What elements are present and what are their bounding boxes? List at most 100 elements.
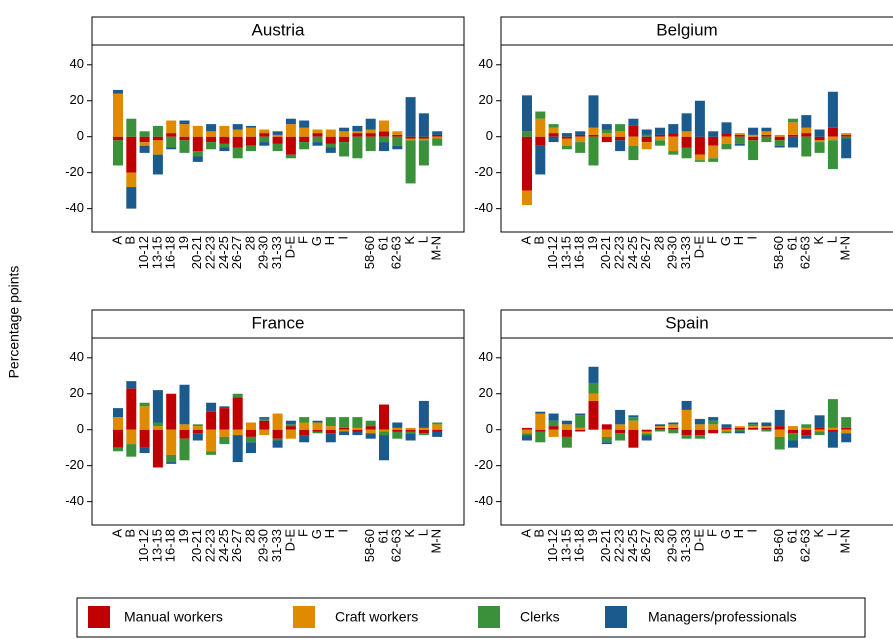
x-tick-label: 31-33 xyxy=(269,236,284,269)
bar-segment xyxy=(535,413,546,430)
bar-segment xyxy=(734,429,745,432)
bar-segment xyxy=(152,136,163,141)
bar-segment xyxy=(152,429,163,468)
bar-segment xyxy=(641,429,652,432)
bar-segment xyxy=(325,136,336,144)
bar-segment xyxy=(325,129,336,137)
panel-title: Belgium xyxy=(656,20,717,39)
x-tick-label: 29-30 xyxy=(665,529,680,562)
bar-segment xyxy=(219,143,230,148)
bar-segment xyxy=(259,142,270,146)
y-tick-label: -40 xyxy=(474,200,493,215)
bar-segment xyxy=(219,429,230,437)
bar-segment xyxy=(761,134,772,137)
bar-segment xyxy=(721,429,732,432)
x-tick-label: D-E xyxy=(691,236,706,259)
bar-segment xyxy=(655,427,665,430)
bar-segment xyxy=(655,429,665,432)
bar-segment xyxy=(827,136,838,141)
bar-segment xyxy=(668,427,679,430)
bar-segment xyxy=(126,444,137,457)
x-tick-label: 61 xyxy=(784,529,799,543)
bar-segment xyxy=(681,435,692,439)
bar-segment xyxy=(405,138,416,141)
bar-segment xyxy=(192,125,203,137)
x-tick-label: 61 xyxy=(784,236,799,250)
y-tick-label: 20 xyxy=(479,385,493,400)
bar-segment xyxy=(432,134,443,137)
x-tick-label: B xyxy=(532,236,547,245)
bar-segment xyxy=(774,409,785,427)
x-tick-label: 31-33 xyxy=(269,529,284,562)
bar-segment xyxy=(299,417,310,423)
bar-segment xyxy=(179,424,190,430)
bar-segment xyxy=(432,429,443,432)
x-tick-label: K xyxy=(402,236,417,245)
panel-title: France xyxy=(252,313,305,332)
bar-segment xyxy=(588,382,599,394)
bar-segment xyxy=(814,427,825,430)
legend-label: Managers/professionals xyxy=(648,609,797,625)
x-tick-label: L xyxy=(824,236,839,243)
bar-segment xyxy=(192,136,203,152)
x-tick-label: 13-15 xyxy=(149,529,164,562)
bar-segment xyxy=(166,393,177,430)
bar-segment xyxy=(365,429,376,434)
bar-segment xyxy=(575,142,586,153)
bar-segment xyxy=(788,433,798,441)
x-tick-label: 13-15 xyxy=(149,236,164,269)
bar-segment xyxy=(734,133,745,135)
bar-segment xyxy=(139,406,150,430)
x-tick-label: 28 xyxy=(651,529,666,543)
bar-segment xyxy=(432,424,443,430)
bar-segment xyxy=(312,420,323,423)
bar-segment xyxy=(814,129,825,137)
bar-segment xyxy=(801,115,812,128)
bar-segment xyxy=(827,91,838,128)
bar-segment xyxy=(272,136,283,144)
x-tick-label: 28 xyxy=(651,236,666,250)
panel-title: Austria xyxy=(252,20,305,39)
bar-segment xyxy=(299,136,310,143)
bar-segment xyxy=(548,124,559,128)
bar-segment xyxy=(246,429,256,437)
bar-segment xyxy=(352,125,363,132)
bar-segment xyxy=(721,122,732,134)
bar-segment xyxy=(681,429,692,436)
bar-segment xyxy=(721,136,732,144)
bar-segment xyxy=(139,429,150,448)
y-tick-label: 0 xyxy=(77,128,84,143)
bar-segment xyxy=(259,133,270,137)
bar-segment xyxy=(325,433,336,443)
bar-segment xyxy=(801,136,812,157)
bar-segment xyxy=(232,129,243,137)
bar-segment xyxy=(734,426,745,428)
bar-segment xyxy=(522,433,532,436)
bar-segment xyxy=(774,145,785,148)
x-tick-label: 28 xyxy=(242,236,257,250)
bar-segment xyxy=(166,120,177,134)
y-tick-label: -20 xyxy=(65,457,84,472)
bar-segment xyxy=(814,431,825,436)
bar-segment xyxy=(405,431,416,434)
bar-segment xyxy=(575,413,586,416)
title-strip xyxy=(500,309,893,339)
bar-segment xyxy=(761,426,772,428)
bar-segment xyxy=(588,400,599,430)
bar-segment xyxy=(126,429,137,445)
bar-segment xyxy=(246,436,256,443)
bar-segment xyxy=(113,140,123,166)
bar-segment xyxy=(841,138,852,159)
x-tick-label: 58-60 xyxy=(771,529,786,562)
x-tick-label: L xyxy=(415,529,430,536)
x-tick-label: 16-18 xyxy=(572,236,587,269)
bar-segment xyxy=(561,429,572,437)
bar-segment xyxy=(285,424,296,427)
bar-segment xyxy=(721,143,732,150)
bar-segment xyxy=(561,133,572,137)
bar-segment xyxy=(339,427,350,430)
bar-segment xyxy=(152,390,163,423)
bar-segment xyxy=(259,129,270,134)
bar-segment xyxy=(535,431,546,443)
title-strip xyxy=(91,309,465,339)
